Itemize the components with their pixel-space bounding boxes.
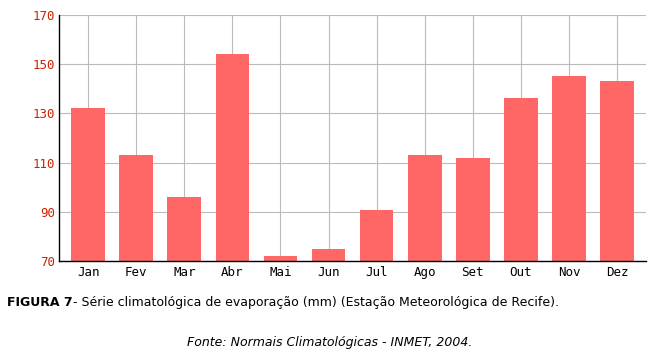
Bar [119, 155, 153, 261]
Bar [71, 108, 105, 261]
Bar [408, 155, 442, 261]
Bar [456, 158, 490, 261]
Bar [552, 76, 586, 261]
Bar [167, 197, 201, 261]
Bar [600, 81, 634, 261]
Text: Fonte: Normais Climatológicas - INMET, 2004.: Fonte: Normais Climatológicas - INMET, 2… [186, 336, 473, 349]
Bar [360, 209, 393, 261]
Bar [215, 54, 249, 261]
Text: FIGURA 7: FIGURA 7 [7, 296, 72, 309]
Text: - Série climatológica de evaporação (mm) (Estação Meteorológica de Recife).: - Série climatológica de evaporação (mm)… [69, 296, 559, 309]
Bar [312, 249, 345, 261]
Bar [264, 256, 297, 261]
Bar [504, 98, 538, 261]
